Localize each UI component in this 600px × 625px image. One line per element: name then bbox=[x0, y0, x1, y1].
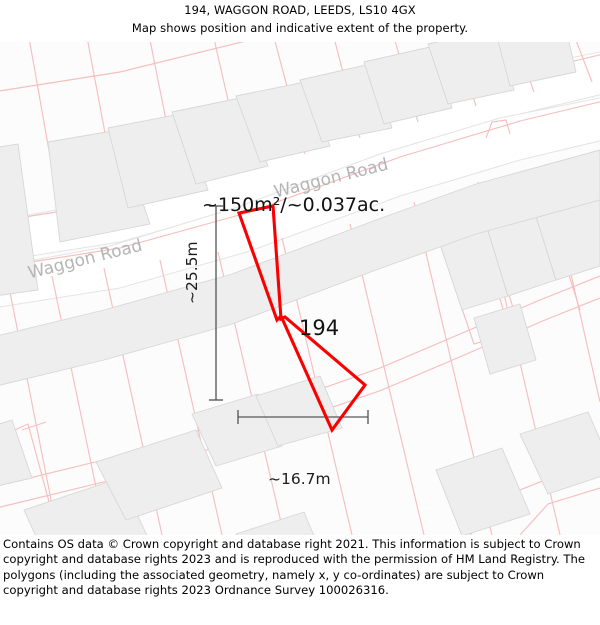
road-band-lower bbox=[0, 97, 600, 308]
map-vector-layer bbox=[0, 42, 600, 535]
copyright-text: Contains OS data © Crown copyright and d… bbox=[3, 537, 585, 597]
property-outline-polygon[interactable] bbox=[236, 204, 368, 434]
map-header: 194, WAGGON ROAD, LEEDS, LS10 4GX Map sh… bbox=[0, 0, 600, 42]
map-footer-attribution: Contains OS data © Crown copyright and d… bbox=[0, 535, 600, 625]
dimension-guides bbox=[209, 205, 369, 424]
building-footprints bbox=[0, 42, 600, 535]
map-canvas[interactable]: Waggon Road Waggon Road ~150m²/~0.037ac.… bbox=[0, 42, 600, 535]
page-subtitle: Map shows position and indicative extent… bbox=[131, 21, 469, 35]
page-title: 194, WAGGON ROAD, LEEDS, LS10 4GX bbox=[184, 3, 416, 17]
